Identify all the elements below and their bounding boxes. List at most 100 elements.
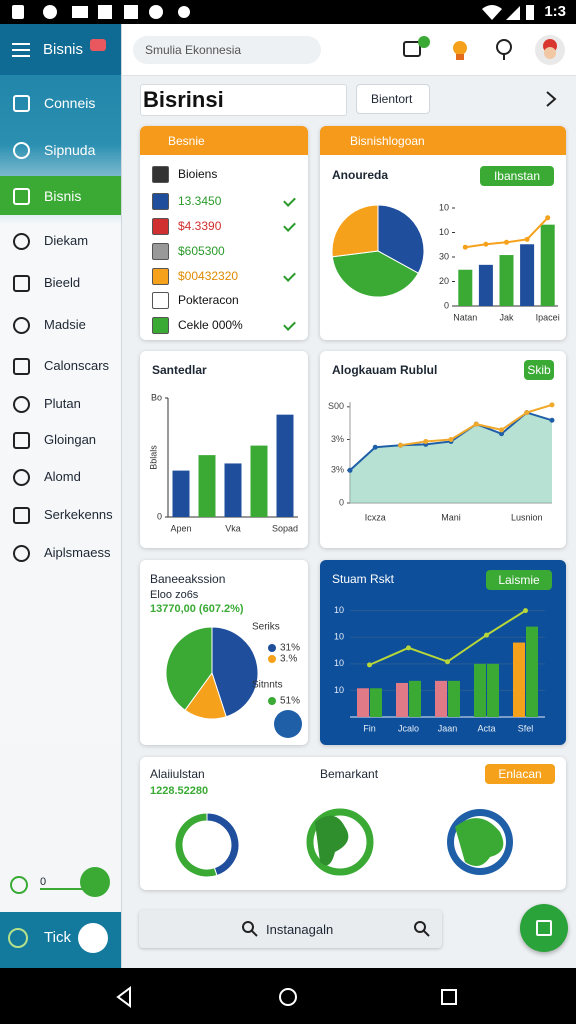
sidebar-label: Madsie	[44, 317, 86, 332]
sidebar-item[interactable]: Serkekenns	[0, 503, 121, 527]
slider-track	[40, 888, 90, 890]
bar-card: Santedlar	[140, 351, 308, 548]
menu-icon[interactable]	[12, 42, 30, 58]
sidebar-icon	[13, 507, 30, 524]
sidebar-label: Plutan	[44, 396, 81, 411]
row-label: $4.3390	[178, 219, 222, 233]
search-placeholder: Smulia Ekonnesia	[145, 43, 242, 57]
list-card: Besnie Bioiens 13.3450 $4.3390 $605300 $0043…	[140, 126, 308, 340]
expand-button[interactable]	[274, 710, 302, 738]
chart-title: Alaiiulstan	[150, 767, 205, 781]
row-icon	[152, 317, 169, 334]
sidebar-item[interactable]: Alomd	[0, 465, 121, 489]
chart-title: Stuam Rskt	[332, 572, 395, 586]
sidebar-item[interactable]: Bieeld	[0, 271, 121, 295]
check-mark	[283, 318, 296, 331]
sidebar-icon	[13, 317, 30, 334]
nav-bar	[0, 968, 576, 1024]
sidebar-item[interactable]: Plutan	[0, 392, 121, 416]
chart-title: Santedlar	[152, 363, 207, 377]
sidebar-item[interactable]: Gloingan	[0, 428, 121, 452]
top-icons[interactable]	[402, 34, 572, 66]
row-icon	[152, 193, 169, 210]
sidebar-icon	[13, 95, 30, 112]
chart-button[interactable]: Skib	[524, 360, 554, 380]
card-header	[320, 126, 566, 155]
footer-button[interactable]	[78, 923, 108, 953]
row-label: 13.3450	[178, 194, 222, 208]
card-title: Besnie	[168, 134, 205, 148]
row-icon	[152, 166, 169, 183]
chart-title: Baneeakssion	[150, 572, 226, 586]
sidebar-icon	[13, 275, 30, 292]
sidebar-item[interactable]: Calonscars	[0, 354, 121, 378]
top-bar: Smulia Ekonnesia	[122, 24, 576, 76]
card-title: Bisnishlogoan	[350, 134, 425, 148]
chart-button[interactable]: Laismie	[486, 570, 552, 590]
fab-icon	[536, 920, 552, 936]
sidebar-label: Aiplsmaess	[44, 545, 111, 560]
chart-title: Anoureda	[332, 168, 389, 182]
bottom-search-placeholder: Instanagaln	[266, 922, 334, 937]
active-item-bg	[0, 176, 121, 215]
sidebar-icon	[13, 545, 30, 562]
sidebar-label: Bieeld	[44, 275, 81, 290]
sidebar-item[interactable]: Sipnuda	[0, 138, 121, 162]
summary-card: Alaiiulstan 1228.52280 Bemarkant Enlacan	[140, 757, 566, 890]
sidebar-label: Diekam	[44, 233, 89, 248]
sidebar-item[interactable]: Madsie	[0, 313, 121, 337]
sidebar-icon	[13, 188, 30, 205]
check-mark	[283, 269, 296, 282]
sidebar-label: Sipnuda	[44, 142, 96, 158]
status-bar: 1:3	[0, 0, 576, 24]
clock: 1:3	[544, 3, 566, 20]
app-title: Bisnis	[43, 41, 84, 58]
sidebar-label: Bisnis	[44, 188, 82, 204]
summary-button[interactable]: Enlacan	[485, 764, 555, 784]
sidebar-item[interactable]: Conneis	[0, 91, 121, 115]
slider-button[interactable]	[80, 867, 110, 897]
sidebar-label: Gloingan	[44, 432, 97, 447]
chart-button[interactable]: Ibanstan	[480, 166, 554, 186]
page-button[interactable]: Bientort	[356, 84, 430, 114]
analytics-card: Bisnishlogoan Anoureda Ibanstan	[320, 126, 566, 340]
line-card: Alogkauam Rublul Skib	[320, 351, 566, 548]
status-icons	[12, 5, 190, 19]
sidebar-icon	[13, 432, 30, 449]
sidebar-label: Serkekenns	[44, 507, 113, 522]
check-mark	[283, 194, 296, 207]
search-box[interactable]: Smulia Ekonnesia	[133, 36, 321, 64]
row-label: Bioiens	[178, 167, 218, 181]
check-mark	[283, 219, 296, 232]
fab[interactable]	[520, 904, 568, 952]
badge	[90, 39, 106, 51]
title-box: Bisrinsi	[140, 84, 347, 116]
row-icon	[152, 292, 169, 309]
sidebar-item[interactable]: Diekam	[0, 229, 121, 253]
footer-label[interactable]: Tick	[44, 929, 71, 946]
pie-card: Baneeakssion Eloo zo6s 13770,00 (607.2%)	[140, 560, 308, 745]
sidebar-item[interactable]: Aiplsmaess	[0, 541, 121, 565]
sidebar-label: Calonscars	[44, 358, 110, 373]
sidebar-icon	[13, 233, 30, 250]
sidebar-item[interactable]: Bisnis	[0, 184, 121, 208]
sidebar	[0, 24, 122, 968]
chart-subtitle: Eloo zo6s	[150, 589, 199, 601]
row-icon	[152, 218, 169, 235]
row-icon	[152, 243, 169, 260]
chevron[interactable]	[544, 90, 558, 108]
chart-highlight: 13770,00 (607.2%)	[150, 603, 244, 615]
sidebar-label: Alomd	[44, 469, 81, 484]
nav-icons[interactable]	[110, 986, 470, 1008]
row-label: $605300	[178, 244, 225, 258]
search-icon	[242, 921, 258, 937]
page-title: Bisrinsi	[143, 87, 224, 112]
summary-label: Bemarkant	[320, 767, 379, 781]
slider[interactable]: 0	[10, 867, 110, 897]
bottom-search[interactable]: Instanagaln	[139, 910, 442, 948]
sidebar-footer: Tick	[0, 912, 121, 968]
row-icon	[152, 268, 169, 285]
globe-icons	[306, 808, 513, 876]
sidebar-icon	[13, 396, 30, 413]
